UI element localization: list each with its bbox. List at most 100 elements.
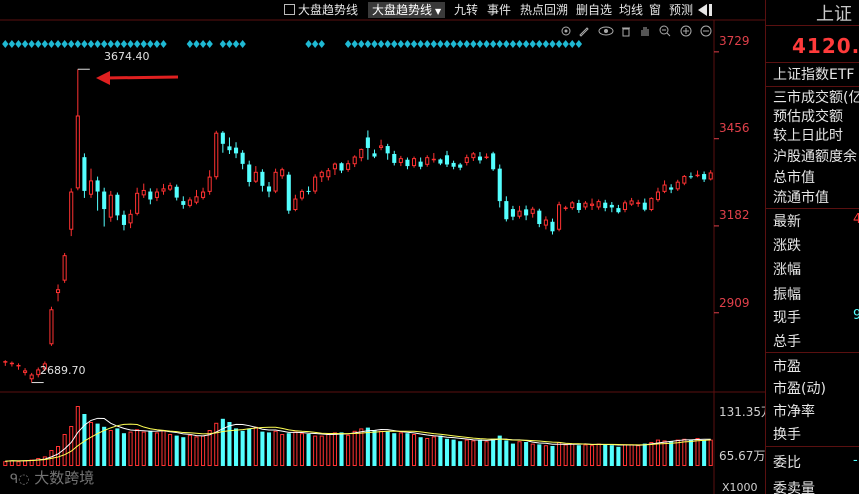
event-marker [529, 40, 536, 48]
candle-body [286, 174, 291, 211]
volume-axis-tick: 131.35万 [719, 405, 773, 419]
event-marker [140, 40, 147, 48]
candle-body [247, 164, 252, 182]
toolbar-item-events[interactable]: 事件 [487, 3, 512, 17]
trend-line-dropdown[interactable]: 大盘趋势线 ▼ [368, 2, 446, 18]
field-label: 委比 [773, 455, 801, 471]
volume-bar [306, 434, 311, 466]
event-marker [94, 40, 101, 48]
candle-body [695, 174, 700, 177]
event-marker [391, 40, 398, 48]
candle-body [82, 157, 87, 191]
watermark-logo-icon: ᑫ◌ [10, 472, 30, 487]
trend-line-checkbox[interactable]: 大盘趋势线 [284, 2, 358, 18]
candle-body [649, 197, 654, 210]
volume-bar [530, 443, 535, 467]
checkbox-icon[interactable] [284, 4, 295, 15]
latest-value: 4 [853, 212, 859, 227]
candle-body [451, 162, 456, 167]
candle-body [609, 204, 614, 208]
candle-body [161, 188, 166, 192]
event-marker [35, 40, 42, 48]
current-hand-value: 9 [853, 308, 859, 323]
volume-bar [491, 438, 496, 466]
toolbar-item-hotspot-review[interactable]: 热点回溯 [520, 3, 569, 17]
event-marker [562, 40, 569, 48]
volume-ma-line [5, 423, 711, 462]
candle-body [332, 163, 337, 170]
field-label: 涨跌 [773, 238, 801, 254]
candle-body [418, 161, 423, 167]
quote-panel: 上证 4120.4 上证指数ETF 三市成交额(亿) 预估成交额 较上日此时 沪… [765, 0, 859, 494]
settings-gear-icon[interactable] [560, 25, 572, 37]
volume-bar [517, 441, 522, 467]
field-label: 换手 [773, 427, 801, 443]
event-marker [114, 40, 121, 48]
event-marker [496, 40, 503, 48]
field-label: 总市值 [773, 170, 815, 186]
candle-body [576, 203, 581, 210]
candle-body [306, 190, 311, 192]
toolbar-item-moving-average[interactable]: 均线 [619, 3, 644, 17]
hand-pan-icon[interactable] [639, 25, 651, 37]
event-marker [54, 40, 62, 48]
candle-body [69, 191, 74, 230]
volume-bar [464, 439, 469, 467]
candle-body [669, 187, 674, 190]
candle-body [174, 186, 179, 198]
commission-ratio-value: - [853, 453, 858, 468]
price-axis-tick: 3456 [719, 121, 750, 135]
toolbar-item-jiuzhuan[interactable]: 九转 [454, 3, 479, 17]
event-marker [193, 40, 200, 48]
candle-body [181, 201, 186, 205]
volume-bar [616, 446, 621, 466]
candle-body [23, 370, 28, 373]
event-marker [371, 40, 378, 48]
remove-circle-icon[interactable] [700, 25, 712, 37]
volume-bar [702, 440, 707, 466]
eye-icon[interactable] [598, 25, 614, 37]
draw-pen-icon[interactable] [578, 25, 590, 37]
field-label: 委卖量 [773, 481, 815, 494]
candlestick-chart[interactable] [0, 0, 765, 494]
candle-body [622, 202, 628, 210]
candle-body [425, 157, 430, 165]
toolbar-item-forecast[interactable]: 预测 [669, 3, 694, 17]
candle-body [510, 209, 515, 217]
field-label[interactable]: 上证指数ETF [773, 67, 855, 83]
volume-bar [425, 438, 430, 466]
low-price-label: 2689.70 [40, 364, 86, 377]
candle-body [642, 202, 647, 210]
event-marker [542, 40, 550, 48]
volume-bar [385, 431, 390, 466]
event-marker [344, 40, 352, 48]
toolbar-item-window[interactable]: 窗 [649, 3, 662, 17]
field-label: 涨幅 [773, 262, 801, 278]
volume-bar [622, 444, 628, 466]
candle-body [352, 156, 357, 165]
candle-body [36, 369, 41, 376]
candle-body [359, 148, 364, 159]
volume-bar [128, 431, 133, 467]
annotation-arrow [103, 75, 179, 80]
field-label: 市盈 [773, 359, 801, 375]
volume-bar [135, 429, 140, 467]
volume-bar [418, 437, 423, 466]
divider [766, 25, 859, 26]
event-marker [410, 40, 418, 48]
volume-bar [247, 428, 252, 466]
add-circle-icon[interactable] [680, 25, 692, 37]
event-marker [358, 40, 365, 48]
volume-bar [214, 422, 219, 466]
event-marker [476, 40, 484, 48]
volume-bar [95, 423, 100, 466]
event-marker [377, 40, 385, 48]
expand-panel-icon[interactable] [697, 3, 713, 17]
toolbar-item-remove-watchlist[interactable]: 删自选 [576, 3, 613, 17]
delete-trash-icon[interactable] [620, 25, 632, 37]
zoom-in-icon[interactable] [659, 25, 671, 37]
candle-body [675, 181, 680, 190]
candle-body [16, 364, 21, 367]
candle-body [616, 208, 621, 213]
